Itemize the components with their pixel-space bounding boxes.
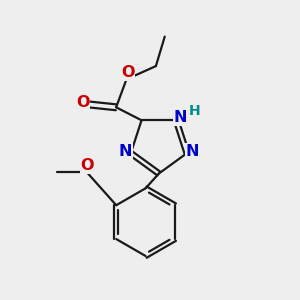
Text: H: H [189,104,200,118]
Text: O: O [80,158,94,173]
Text: N: N [119,144,132,159]
Text: O: O [121,65,135,80]
Text: N: N [174,110,187,125]
Text: O: O [76,95,90,110]
Text: N: N [185,144,199,159]
